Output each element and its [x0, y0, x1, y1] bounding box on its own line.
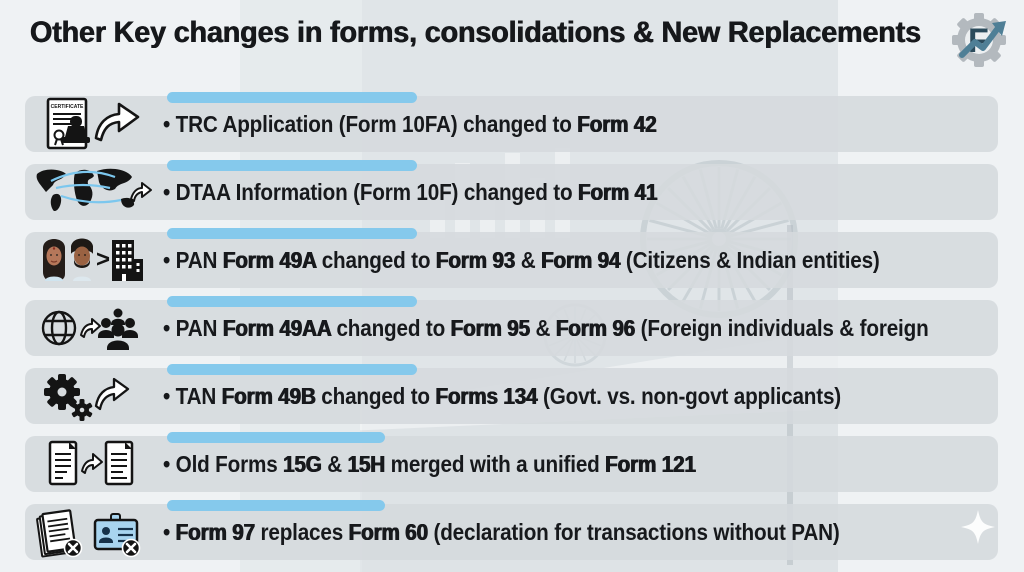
- logo-trend-arrow: [959, 21, 1006, 58]
- text-segment: changed to: [316, 246, 436, 273]
- world-map-network-icon: [25, 164, 163, 220]
- certificate-label: CERTIFICATE: [51, 104, 84, 110]
- text-segment: Old Forms: [175, 450, 284, 477]
- cancelled-papers-idcard-icon: [25, 504, 163, 560]
- list-item: • PAN Form 49AA changed to Form 95 & For…: [25, 296, 998, 356]
- text-segment: replaces: [254, 518, 349, 545]
- globe-to-people-icon: [25, 300, 163, 356]
- large-gear: [44, 374, 80, 410]
- list-item: • TAN Form 49B changed to Forms 134 (Gov…: [25, 364, 998, 424]
- list-item: • Old Forms 15G & 15H merged with a unif…: [25, 432, 998, 492]
- citizens-to-building-icon: >: [25, 232, 163, 288]
- text-segment: Form 49A: [222, 246, 317, 273]
- cancel-badge: [63, 538, 83, 558]
- text-segment: •: [163, 110, 176, 137]
- source-document: [48, 440, 78, 486]
- text-segment: (declaration for transactions without PA…: [427, 518, 840, 545]
- row-text: • Form 97 replaces Form 60 (declaration …: [163, 519, 840, 546]
- gears-process-icon: [25, 368, 163, 424]
- finance-gear-logo: F: [952, 13, 1006, 67]
- arrow-icon: [80, 318, 101, 338]
- text-segment: Form 97: [175, 518, 255, 545]
- list-item: CERTIFICATE • TRC Application (Form 10FA…: [25, 92, 998, 152]
- text-segment: TRC Application (Form 10FA) changed to: [175, 110, 578, 137]
- document-transfer-icon: [25, 436, 163, 492]
- man-avatar: [71, 238, 93, 281]
- text-segment: Forms 134: [435, 382, 538, 409]
- row-text: • PAN Form 49AA changed to Form 95 & For…: [163, 315, 929, 342]
- row-text: • DTAA Information (Form 10F) changed to…: [163, 179, 657, 206]
- text-segment: DTAA Information (Form 10F) changed to: [175, 178, 579, 205]
- text-segment: Form 49B: [221, 382, 316, 409]
- text-segment: (Govt. vs. non-govt applicants): [537, 382, 842, 409]
- arrow-icon: [81, 453, 103, 474]
- text-segment: •: [163, 178, 176, 205]
- text-segment: (Citizens & Indian entities): [620, 246, 880, 273]
- text-segment: &: [529, 314, 556, 341]
- text-segment: Form 60: [348, 518, 428, 545]
- highlight-bar: [167, 500, 385, 511]
- highlight-bar: [167, 432, 385, 443]
- text-segment: &: [321, 450, 348, 477]
- text-segment: •: [163, 382, 176, 409]
- people-group-icon: [98, 308, 138, 350]
- text-segment: PAN: [175, 314, 223, 341]
- text-segment: PAN: [175, 246, 223, 273]
- row-text: • TRC Application (Form 10FA) changed to…: [163, 111, 657, 138]
- text-segment: Form 94: [541, 246, 621, 273]
- highlight-bar: [167, 296, 417, 307]
- text-segment: (Foreign individuals & foreign: [635, 314, 929, 341]
- arrow-icon: [94, 377, 130, 411]
- row-text: • TAN Form 49B changed to Forms 134 (Gov…: [163, 383, 841, 410]
- changes-list: CERTIFICATE • TRC Application (Form 10FA…: [25, 92, 998, 572]
- highlight-bar: [167, 228, 417, 239]
- text-segment: merged with a unified: [385, 450, 606, 477]
- text-segment: •: [163, 314, 176, 341]
- text-segment: Form 96: [555, 314, 636, 341]
- text-segment: Form 49AA: [222, 314, 331, 341]
- text-segment: •: [163, 518, 176, 545]
- text-segment: &: [515, 246, 542, 273]
- globe-icon: [41, 310, 77, 346]
- woman-avatar: [43, 239, 65, 281]
- text-segment: Form 95: [450, 314, 530, 341]
- text-segment: Form 41: [578, 178, 658, 205]
- highlight-bar: [167, 160, 417, 171]
- sparkle-icon: [961, 510, 995, 544]
- text-segment: •: [163, 246, 176, 273]
- building-icon: [112, 240, 143, 281]
- row-text: • Old Forms 15G & 15H merged with a unif…: [163, 451, 696, 478]
- cancel-badge: [121, 538, 141, 558]
- paper-stack: [36, 509, 77, 558]
- text-segment: 15H: [347, 450, 386, 477]
- text-segment: Form 121: [605, 450, 696, 477]
- list-item: • Form 97 replaces Form 60 (declaration …: [25, 500, 998, 560]
- text-segment: •: [163, 450, 176, 477]
- text-segment: 15G: [283, 450, 322, 477]
- text-segment: changed to: [330, 314, 451, 341]
- text-segment: TAN: [175, 382, 222, 409]
- page-title: Other Key changes in forms, consolidatio…: [30, 16, 921, 49]
- greater-than-glyph: >: [96, 246, 110, 273]
- target-document: [104, 440, 134, 486]
- highlight-bar: [167, 364, 417, 375]
- list-item: > • PAN Form 49A changed to Form 93: [25, 228, 998, 288]
- list-item: • DTAA Information (Form 10F) changed to…: [25, 160, 998, 220]
- small-gear: [71, 399, 93, 421]
- text-segment: Form 42: [577, 110, 657, 137]
- text-segment: Form 93: [435, 246, 516, 273]
- highlight-bar: [167, 92, 417, 103]
- row-text: • PAN Form 49A changed to Form 93 & Form…: [163, 247, 880, 274]
- text-segment: changed to: [315, 382, 436, 409]
- certificate-stamp-forward-icon: CERTIFICATE: [25, 96, 163, 152]
